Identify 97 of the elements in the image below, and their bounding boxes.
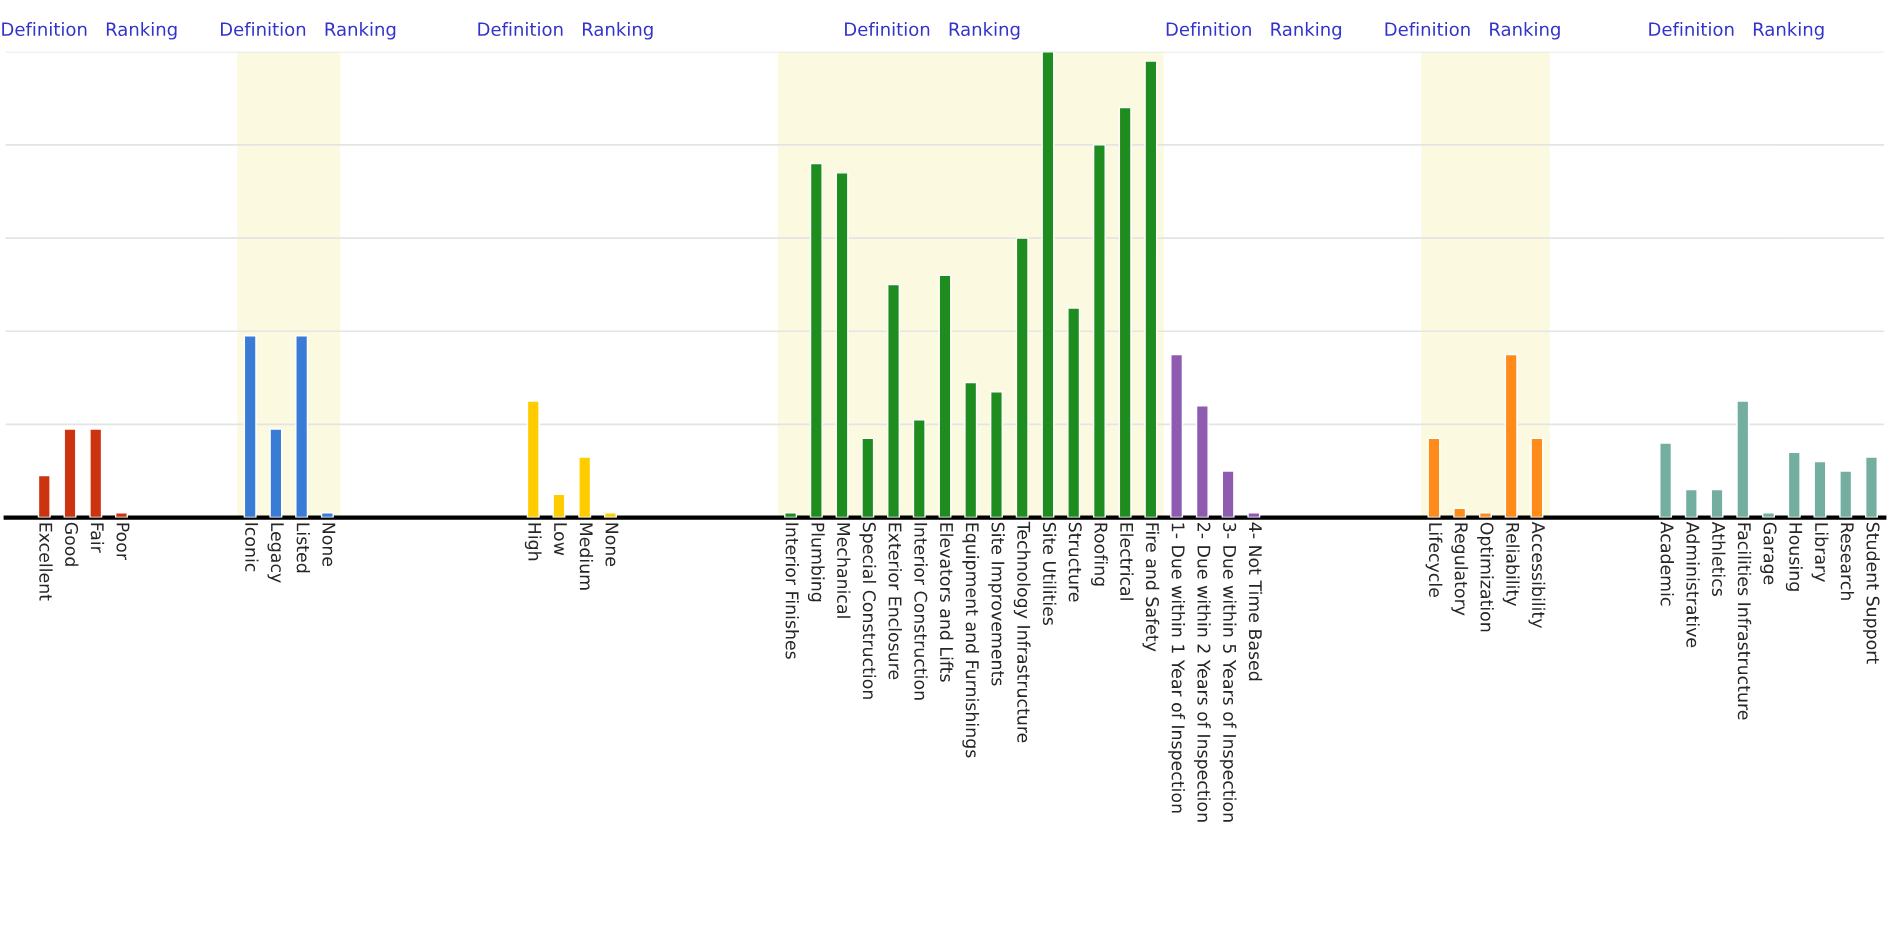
x-tick-label: Structure <box>1068 522 1082 602</box>
bar <box>1195 405 1209 518</box>
x-tick-label: Special Construction <box>859 522 877 699</box>
bar <box>295 335 309 518</box>
bar <box>1092 144 1106 518</box>
text: Definition Ranking <box>2 22 177 40</box>
x-tick-label: Mechanical <box>837 523 851 618</box>
text: Definition Ranking <box>478 22 653 40</box>
x-tick-label: Garage <box>1760 522 1777 585</box>
bar <box>552 493 566 518</box>
bar <box>243 335 257 518</box>
bar <box>1684 488 1698 518</box>
bar <box>964 381 978 518</box>
x-tick-label: Low <box>553 523 567 556</box>
bar <box>887 283 901 518</box>
x-tick-label: Iconic <box>245 523 259 572</box>
bar <box>578 456 592 518</box>
bar <box>63 428 77 518</box>
bar <box>1839 470 1853 518</box>
bar <box>1427 437 1441 518</box>
bar <box>784 512 798 518</box>
x-tick-label: Accessibility <box>1528 521 1546 629</box>
bar <box>861 437 875 518</box>
x-tick-label: Housing <box>1785 523 1803 591</box>
x-tick-label: Plumbing <box>807 523 825 602</box>
bar <box>1864 456 1878 518</box>
bar <box>320 512 334 518</box>
text: Definition Ranking <box>1649 22 1824 40</box>
bar <box>1478 512 1492 518</box>
x-tick-label: High <box>524 523 542 561</box>
x-tick-label: Academic <box>1660 521 1674 606</box>
x-tick-label: Regulatory <box>1451 523 1469 616</box>
x-tick-label: None <box>322 523 336 567</box>
x-tick-label: Research <box>1840 523 1855 600</box>
x-tick-label: Listed <box>296 523 311 573</box>
x-tick-label: Athletics <box>1712 521 1726 596</box>
x-tick-label: Library <box>1811 523 1829 582</box>
bar <box>114 512 128 518</box>
bar <box>1762 512 1776 518</box>
x-tick-label: Excellent <box>39 523 53 601</box>
x-tick-label: Facilities Infrastructure <box>1737 523 1752 720</box>
bar <box>1504 353 1518 518</box>
bar <box>269 428 283 518</box>
x-tick-label: Legacy <box>267 523 284 583</box>
bar <box>37 474 51 518</box>
bar <box>1710 488 1724 518</box>
x-tick-label: 4- Not Time Based <box>1248 522 1263 681</box>
bar <box>1659 442 1673 518</box>
x-tick-label: Interior Construction <box>914 523 928 700</box>
bar <box>1247 512 1261 518</box>
x-tick-label: Reliability <box>1502 523 1520 607</box>
text: Definition Ranking <box>221 22 396 40</box>
bar <box>835 172 849 518</box>
x-tick-label: Electrical <box>1120 523 1134 600</box>
x-tick-label: Exterior Enclosure <box>888 523 902 680</box>
text: Definition Ranking <box>1166 22 1342 40</box>
x-tick-label: Lifecycle <box>1425 523 1443 597</box>
x-tick-label: 1- Due within 1 Year of Inspection <box>1168 523 1186 813</box>
x-tick-label: Technology Infrastructure <box>1013 521 1031 743</box>
bar <box>1170 353 1184 518</box>
x-tick-label: Site Improvements <box>988 522 1005 686</box>
bar <box>1736 400 1750 518</box>
text: Definition Ranking <box>845 22 1020 40</box>
x-tick-label: 3- Due within 5 Years of Inspection <box>1219 523 1237 822</box>
bar <box>1118 106 1132 518</box>
bar <box>1041 51 1055 518</box>
x-tick-label: Fire and Safety <box>1142 523 1160 652</box>
bar <box>526 400 540 518</box>
x-tick-label: Student Support <box>1863 522 1880 664</box>
bar <box>989 391 1003 518</box>
bar <box>603 512 617 518</box>
bar <box>1453 507 1467 518</box>
bar <box>912 419 926 518</box>
x-tick-label: Equipment and Furnishings <box>962 523 980 758</box>
x-tick-label: Poor <box>116 523 130 560</box>
bar <box>1144 60 1158 518</box>
x-tick-label: None <box>605 523 619 567</box>
bar <box>1530 437 1544 518</box>
x-tick-label: Fair <box>90 523 105 553</box>
x-tick-label: Roofing <box>1091 523 1108 586</box>
bar <box>89 428 103 518</box>
bar <box>1221 470 1235 518</box>
bar <box>1067 307 1081 518</box>
x-tick-label: Good <box>64 522 79 566</box>
bar <box>1787 451 1801 518</box>
x-tick-label: Interior Finishes <box>785 523 799 659</box>
bar <box>809 162 823 518</box>
text: Definition Ranking <box>1385 22 1560 40</box>
bar <box>1015 237 1029 518</box>
x-tick-label: Medium <box>579 523 594 590</box>
x-tick-label: Site Utilities <box>1042 522 1057 626</box>
x-tick-label: Administrative <box>1686 521 1700 648</box>
x-tick-label: 2- Due within 2 Years of Inspection <box>1193 522 1211 822</box>
x-tick-label: Optimization <box>1477 522 1494 632</box>
bar <box>938 274 952 518</box>
bar <box>1813 460 1827 518</box>
x-tick-label: Elevators and Lifts <box>939 523 954 682</box>
